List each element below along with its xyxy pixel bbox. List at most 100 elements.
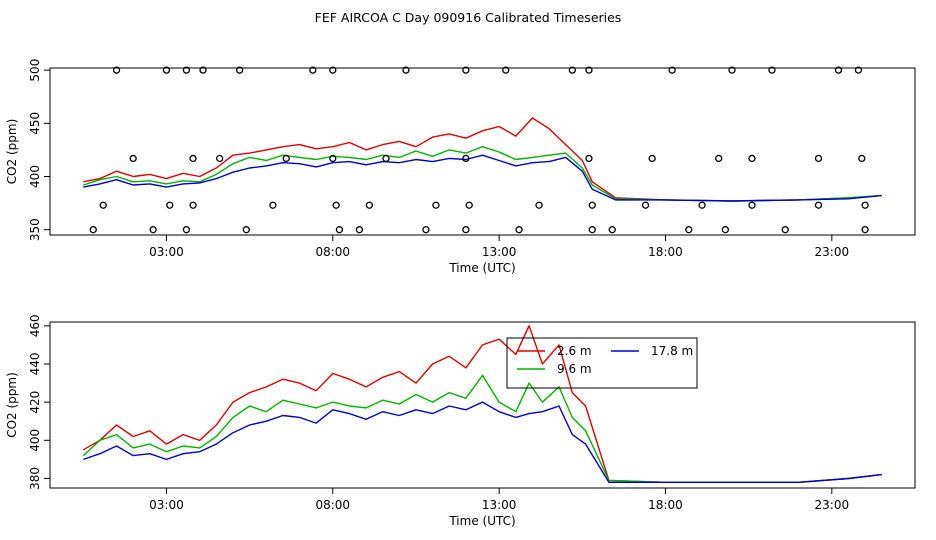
flag-marker — [269, 201, 277, 209]
flag-marker — [166, 201, 174, 209]
x-tick-label: 03:00 — [149, 498, 184, 512]
flag-marker — [462, 154, 470, 163]
flag-marker — [608, 226, 616, 234]
x-tick-label: 18:00 — [648, 245, 683, 259]
y-tick-label: 500 — [28, 59, 42, 82]
legend: 2.6 m 9.6 m 17.8 m — [506, 337, 698, 389]
flag-marker — [748, 201, 756, 209]
panel-top: 03:00 08:00 13:00 18:00 23:00 Time (UTC) 350 40… — [5, 59, 916, 275]
flag-marker — [182, 66, 191, 74]
flag-marker — [721, 226, 730, 234]
flag-marker — [585, 66, 593, 74]
x-axis-label: Time (UTC) — [448, 514, 515, 528]
flag-marker — [768, 66, 776, 74]
flag-marker — [216, 154, 224, 163]
y-tick-label: 440 — [28, 353, 42, 376]
flag-marker — [182, 226, 191, 234]
flag-marker — [858, 154, 866, 163]
x-axis-label: Time (UTC) — [448, 261, 515, 275]
flag-marker — [462, 226, 470, 234]
flag-marker — [588, 226, 596, 234]
x-tick-label: 08:00 — [315, 498, 350, 512]
flag-marker — [309, 66, 317, 74]
flag-marker — [641, 201, 650, 209]
flag-marker — [668, 66, 676, 74]
flag-marker — [235, 66, 244, 74]
flag-marker — [329, 154, 337, 163]
y-tick-label: 420 — [28, 391, 42, 414]
x-tick-label: 03:00 — [149, 245, 184, 259]
flag-marker — [748, 154, 756, 163]
flag-marker — [814, 201, 823, 209]
flag-marker — [462, 66, 470, 74]
y-axis-label: CO2 (ppm) — [5, 372, 19, 438]
flag-marker — [465, 201, 473, 209]
flag-marker — [129, 154, 137, 163]
flag-marker — [365, 201, 374, 209]
flag-marker — [432, 201, 440, 209]
flag-marker — [355, 226, 364, 234]
legend-label: 2.6 m — [557, 344, 592, 358]
series-line-9-6-m — [83, 145, 882, 202]
flag-marker — [861, 226, 869, 234]
x-tick-label: 13:00 — [482, 245, 517, 259]
flag-marker — [89, 226, 97, 234]
plot-frame — [49, 321, 916, 489]
flag-marker — [685, 226, 693, 234]
flag-marker — [199, 66, 207, 74]
legend-box — [506, 337, 698, 389]
x-tick-label: 08:00 — [315, 245, 350, 259]
flag-marker — [282, 154, 290, 163]
flag-marker — [854, 66, 863, 74]
flag-marker — [112, 66, 121, 74]
y-tick-label: 350 — [28, 218, 42, 241]
flag-marker — [99, 201, 107, 209]
series-line-2-6-m — [82, 325, 882, 483]
flag-marker — [402, 66, 410, 74]
x-tick-label: 23:00 — [815, 245, 850, 259]
flag-marker — [834, 66, 843, 74]
y-tick-label: 460 — [28, 314, 42, 337]
series-line-2-6-m — [83, 117, 882, 202]
legend-label: 17.8 m — [651, 344, 693, 358]
x-tick-label: 13:00 — [482, 498, 517, 512]
legend-label: 9.6 m — [557, 362, 592, 376]
flag-marker — [728, 66, 736, 74]
flag-marker — [861, 201, 869, 209]
flag-marker — [329, 66, 337, 74]
flag-marker — [189, 154, 197, 163]
plot-frame — [49, 67, 916, 236]
flag-marker — [535, 201, 543, 209]
flag-marker — [515, 226, 523, 234]
flag-marker — [585, 154, 593, 163]
x-tick-label: 18:00 — [648, 498, 683, 512]
flag-marker — [189, 201, 197, 209]
y-tick-label: 400 — [28, 165, 42, 188]
y-axis-label: CO2 (ppm) — [5, 119, 19, 185]
flag-marker — [149, 226, 157, 234]
series-line-9-6-m — [82, 374, 882, 483]
flag-marker — [332, 201, 340, 209]
figure-title: FEF AIRCOA C Day 090916 Calibrated Times… — [315, 10, 622, 25]
flag-marker — [814, 154, 823, 163]
x-tick-label: 23:00 — [815, 498, 850, 512]
series-line-17-8-m — [83, 401, 882, 483]
y-tick-label: 380 — [28, 467, 42, 490]
y-tick-label: 400 — [28, 429, 42, 452]
flag-marker — [715, 154, 723, 163]
panel-bottom: 03:00 08:00 13:00 18:00 23:00 Time (UTC) 380 40… — [5, 314, 916, 528]
y-tick-label: 450 — [28, 112, 42, 135]
flag-marker — [698, 201, 706, 209]
flag-marker — [502, 66, 510, 74]
flag-marker — [781, 226, 789, 234]
flag-marker — [588, 201, 596, 209]
flag-marker — [648, 154, 656, 163]
flag-marker — [162, 66, 171, 74]
series-line-17-8-m — [83, 154, 882, 202]
flag-marker — [568, 66, 576, 74]
flag-marker — [382, 154, 390, 163]
flag-marker — [335, 226, 344, 234]
flag-marker — [422, 226, 430, 234]
flag-marker — [242, 226, 250, 234]
